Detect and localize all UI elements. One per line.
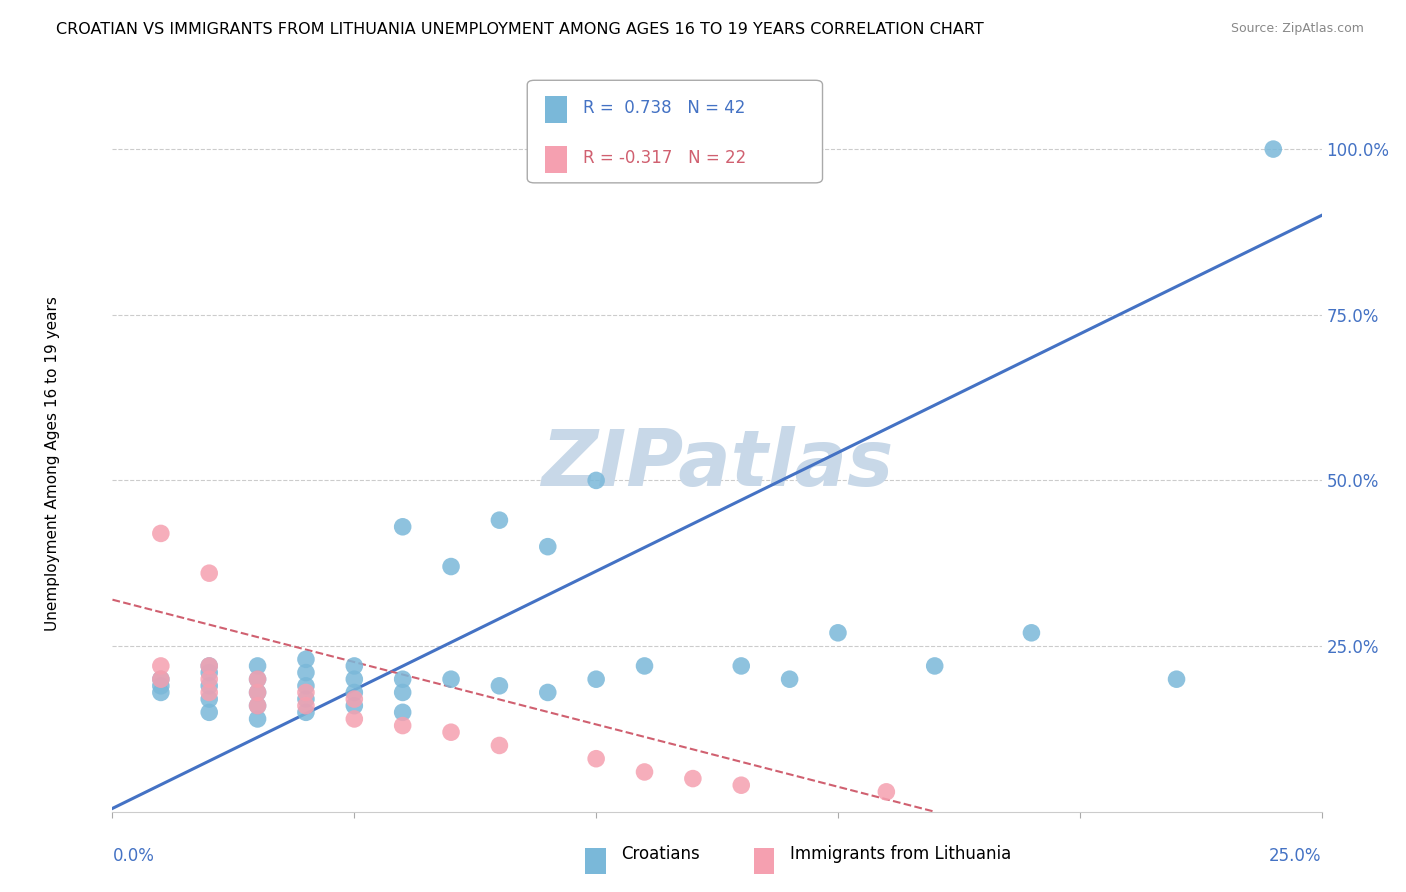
Point — [391, 706, 413, 720]
Point — [585, 752, 607, 766]
Point — [633, 764, 655, 779]
Point — [440, 725, 463, 739]
Point — [295, 679, 318, 693]
Text: 25.0%: 25.0% — [1270, 847, 1322, 864]
Point — [149, 526, 172, 541]
Point — [343, 659, 366, 673]
Point — [343, 698, 366, 713]
Point — [295, 706, 318, 720]
Point — [198, 672, 221, 686]
Point — [488, 679, 510, 693]
Point — [198, 566, 221, 581]
Text: Unemployment Among Ages 16 to 19 years: Unemployment Among Ages 16 to 19 years — [45, 296, 59, 632]
Point — [198, 665, 221, 680]
Point — [246, 659, 269, 673]
Point — [730, 659, 752, 673]
Point — [246, 672, 269, 686]
Point — [924, 659, 946, 673]
Text: Immigrants from Lithuania: Immigrants from Lithuania — [790, 845, 1011, 863]
Point — [343, 672, 366, 686]
Point — [149, 685, 172, 699]
Point — [246, 712, 269, 726]
Point — [391, 718, 413, 732]
Point — [198, 685, 221, 699]
Point — [343, 685, 366, 699]
Point — [343, 692, 366, 706]
Point — [149, 672, 172, 686]
Point — [198, 706, 221, 720]
Point — [488, 513, 510, 527]
Point — [149, 659, 172, 673]
Text: ZIPatlas: ZIPatlas — [541, 425, 893, 502]
Point — [730, 778, 752, 792]
Point — [827, 625, 849, 640]
Point — [295, 652, 318, 666]
Text: CROATIAN VS IMMIGRANTS FROM LITHUANIA UNEMPLOYMENT AMONG AGES 16 TO 19 YEARS COR: CROATIAN VS IMMIGRANTS FROM LITHUANIA UN… — [56, 22, 984, 37]
Point — [198, 679, 221, 693]
Text: Croatians: Croatians — [621, 845, 700, 863]
Point — [295, 698, 318, 713]
Point — [149, 672, 172, 686]
Point — [246, 698, 269, 713]
Text: 0.0%: 0.0% — [112, 847, 155, 864]
Text: Source: ZipAtlas.com: Source: ZipAtlas.com — [1230, 22, 1364, 36]
Point — [246, 685, 269, 699]
Point — [537, 685, 560, 699]
Text: R =  0.738   N = 42: R = 0.738 N = 42 — [583, 99, 745, 117]
Point — [779, 672, 801, 686]
Point — [198, 659, 221, 673]
Point — [537, 540, 560, 554]
Point — [246, 672, 269, 686]
Point — [1166, 672, 1188, 686]
Point — [1021, 625, 1043, 640]
Point — [391, 672, 413, 686]
Point — [343, 712, 366, 726]
Point — [149, 679, 172, 693]
Point — [585, 672, 607, 686]
Point — [246, 685, 269, 699]
Point — [391, 520, 413, 534]
Point — [440, 559, 463, 574]
Point — [1263, 142, 1285, 156]
Point — [198, 692, 221, 706]
Point — [198, 659, 221, 673]
Point — [246, 698, 269, 713]
Point — [295, 665, 318, 680]
Point — [295, 685, 318, 699]
Point — [875, 785, 897, 799]
Point — [682, 772, 704, 786]
Point — [488, 739, 510, 753]
Text: R = -0.317   N = 22: R = -0.317 N = 22 — [583, 149, 747, 167]
Point — [295, 692, 318, 706]
Point — [440, 672, 463, 686]
Point — [391, 685, 413, 699]
Point — [585, 474, 607, 488]
Point — [633, 659, 655, 673]
